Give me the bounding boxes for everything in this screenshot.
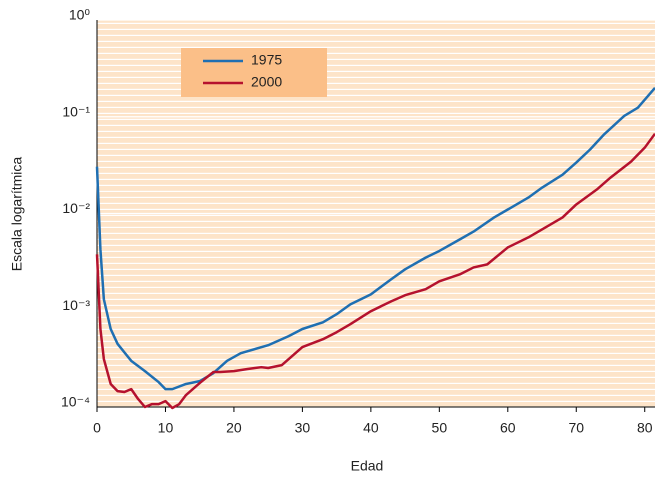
x-axis-label: Edad	[351, 458, 384, 474]
x-tick-label: 10	[158, 420, 174, 436]
y-tick-label: 10⁻⁴	[61, 394, 90, 410]
y-tick-label: 10⁻²	[62, 200, 90, 216]
legend-label: 1975	[251, 52, 282, 68]
series-line	[95, 132, 655, 410]
x-tick-label: 20	[226, 420, 242, 436]
x-tick-label: 30	[295, 420, 311, 436]
x-tick-label: 70	[568, 420, 584, 436]
y-tick-label: 10⁰	[69, 7, 91, 23]
y-tick-label: 10⁻¹	[62, 103, 90, 119]
x-tick-label: 50	[432, 420, 448, 436]
x-tick-label: 80	[637, 420, 653, 436]
y-axis-label: Escala logarítmica	[9, 157, 25, 272]
x-tick-label: 0	[93, 420, 101, 436]
series-line	[95, 87, 655, 391]
legend-box	[181, 48, 327, 97]
legend-label: 2000	[251, 74, 282, 90]
x-tick-label: 40	[363, 420, 379, 436]
x-tick-label: 60	[500, 420, 516, 436]
y-tick-label: 10⁻³	[62, 297, 90, 313]
